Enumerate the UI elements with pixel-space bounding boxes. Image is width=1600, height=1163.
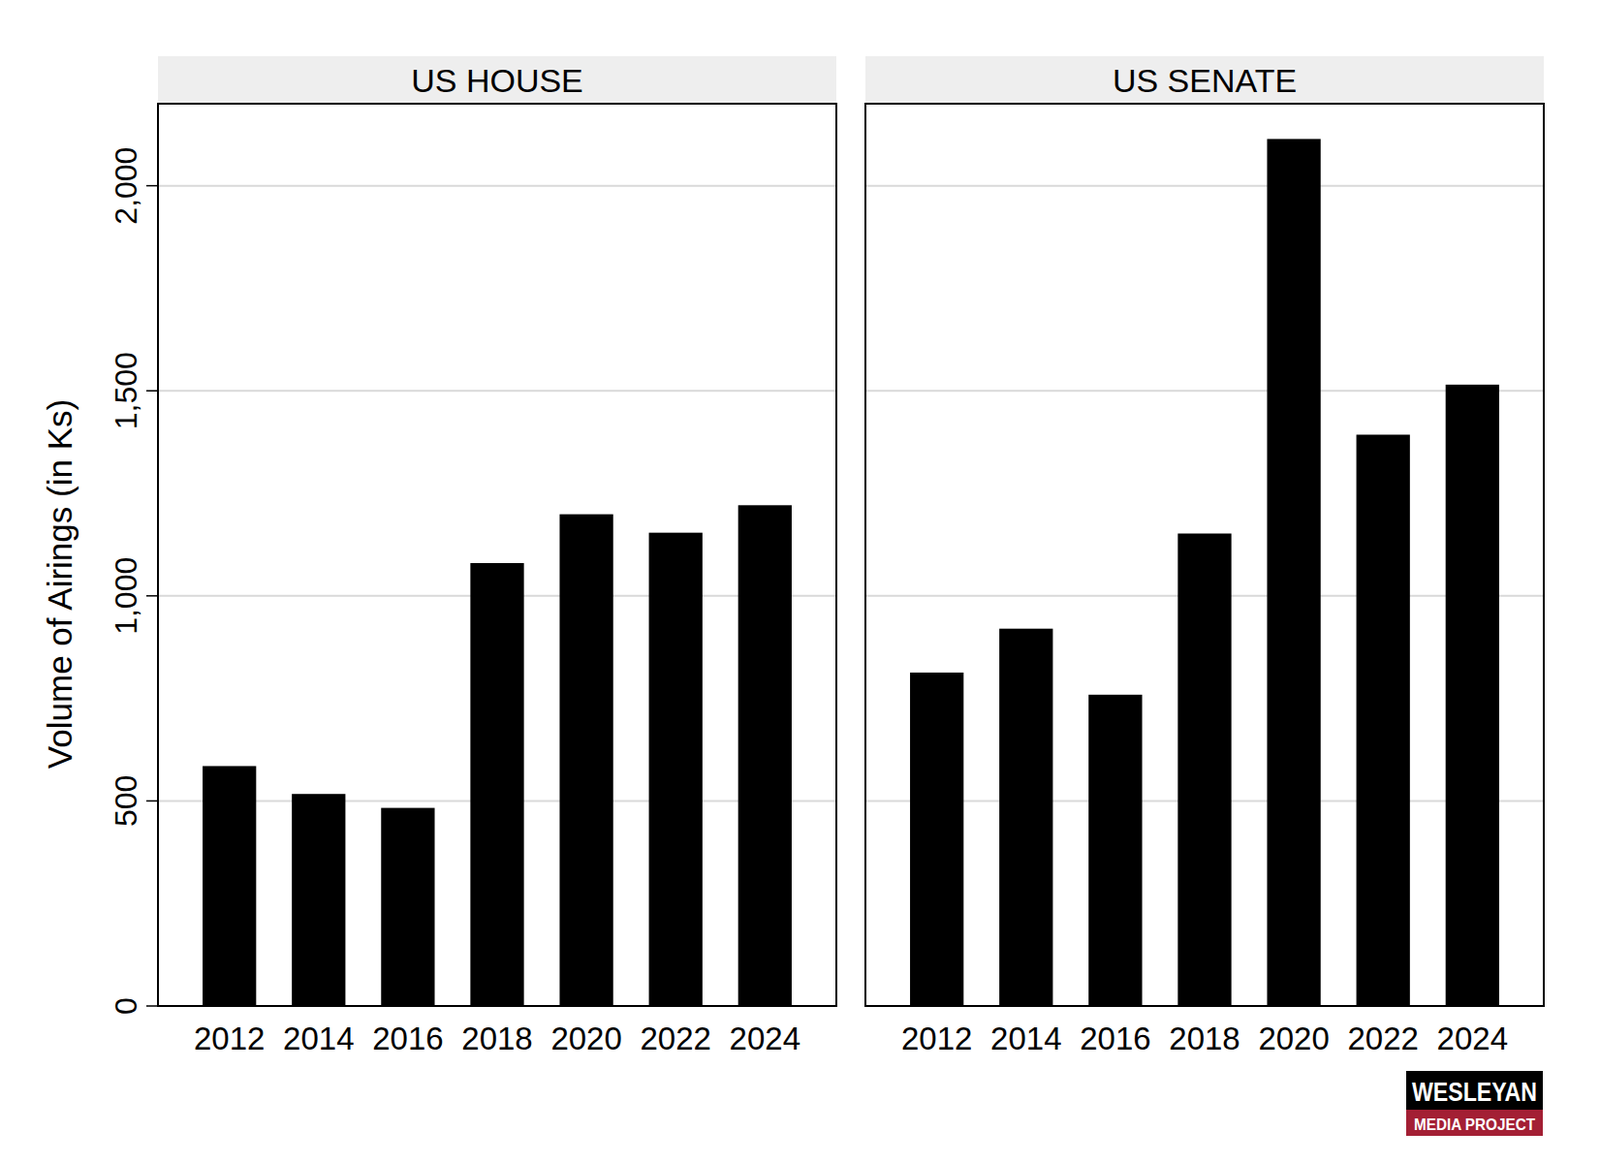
y-tick-label: 0: [108, 997, 144, 1015]
chart: US HOUSE 0 500 1,000 1,500 2,000 2012 2014 2016 2…: [0, 0, 1600, 1163]
y-tick-label: 1,500: [108, 351, 144, 430]
bars: [202, 504, 792, 1006]
x-tick-label: 2012: [193, 1020, 265, 1057]
plot-frame: [865, 103, 1544, 1006]
grid-line: [157, 389, 837, 392]
panel-header: [865, 56, 1544, 104]
x-tick-label: 2016: [1079, 1020, 1151, 1057]
x-tick-label: 2012: [901, 1020, 973, 1057]
bar: [649, 533, 703, 1006]
y-tick: [146, 595, 158, 597]
bar: [1177, 533, 1231, 1006]
y-tick-label: 500: [108, 775, 144, 827]
bars: [909, 138, 1500, 1006]
grid-line: [865, 389, 1544, 392]
x-tick-label: 2016: [372, 1020, 443, 1057]
bar: [999, 628, 1053, 1006]
x-tick-label: 2024: [729, 1020, 801, 1057]
x-tick-label: 2014: [282, 1020, 354, 1057]
y-tick: [146, 800, 158, 803]
grid-line: [865, 185, 1544, 188]
x-tick-label: 2020: [550, 1020, 622, 1057]
bar: [559, 514, 613, 1006]
x-tick-label: 2024: [1437, 1020, 1508, 1057]
bar: [202, 765, 256, 1006]
bar: [1088, 694, 1142, 1006]
panel-header: [157, 56, 837, 104]
bar: [909, 672, 964, 1006]
x-tick-label: 2018: [1168, 1020, 1240, 1057]
bar: [1266, 138, 1320, 1006]
logo-bottom: [1406, 1109, 1543, 1136]
bar: [470, 563, 524, 1006]
x-tick-label: 2020: [1257, 1020, 1329, 1057]
panel-title: US HOUSE: [410, 62, 584, 99]
x-tick-label: 2022: [639, 1020, 711, 1057]
grid-line: [157, 185, 837, 188]
bar: [1356, 435, 1411, 1006]
y-tick: [146, 389, 158, 392]
logo-text: MEDIA PROJECT: [1413, 1115, 1537, 1134]
bar: [380, 808, 435, 1006]
y-tick: [146, 185, 158, 188]
y-tick: [146, 1004, 158, 1007]
logo-text: WESLEYAN: [1411, 1077, 1538, 1107]
bar: [1445, 384, 1500, 1006]
panel-title: US SENATE: [1112, 62, 1297, 99]
logo-top: [1406, 1070, 1543, 1110]
y-tick-label: 1,000: [108, 557, 144, 635]
x-tick-label: 2018: [461, 1020, 533, 1057]
plot-frame: [157, 103, 837, 1006]
x-tick-label: 2022: [1347, 1020, 1418, 1057]
x-tick-label: 2014: [990, 1020, 1062, 1057]
y-tick-label: 2,000: [108, 147, 144, 225]
bar: [738, 504, 792, 1006]
bar: [291, 793, 346, 1006]
y-axis-label: Volume of Airings (in Ks): [40, 399, 79, 769]
